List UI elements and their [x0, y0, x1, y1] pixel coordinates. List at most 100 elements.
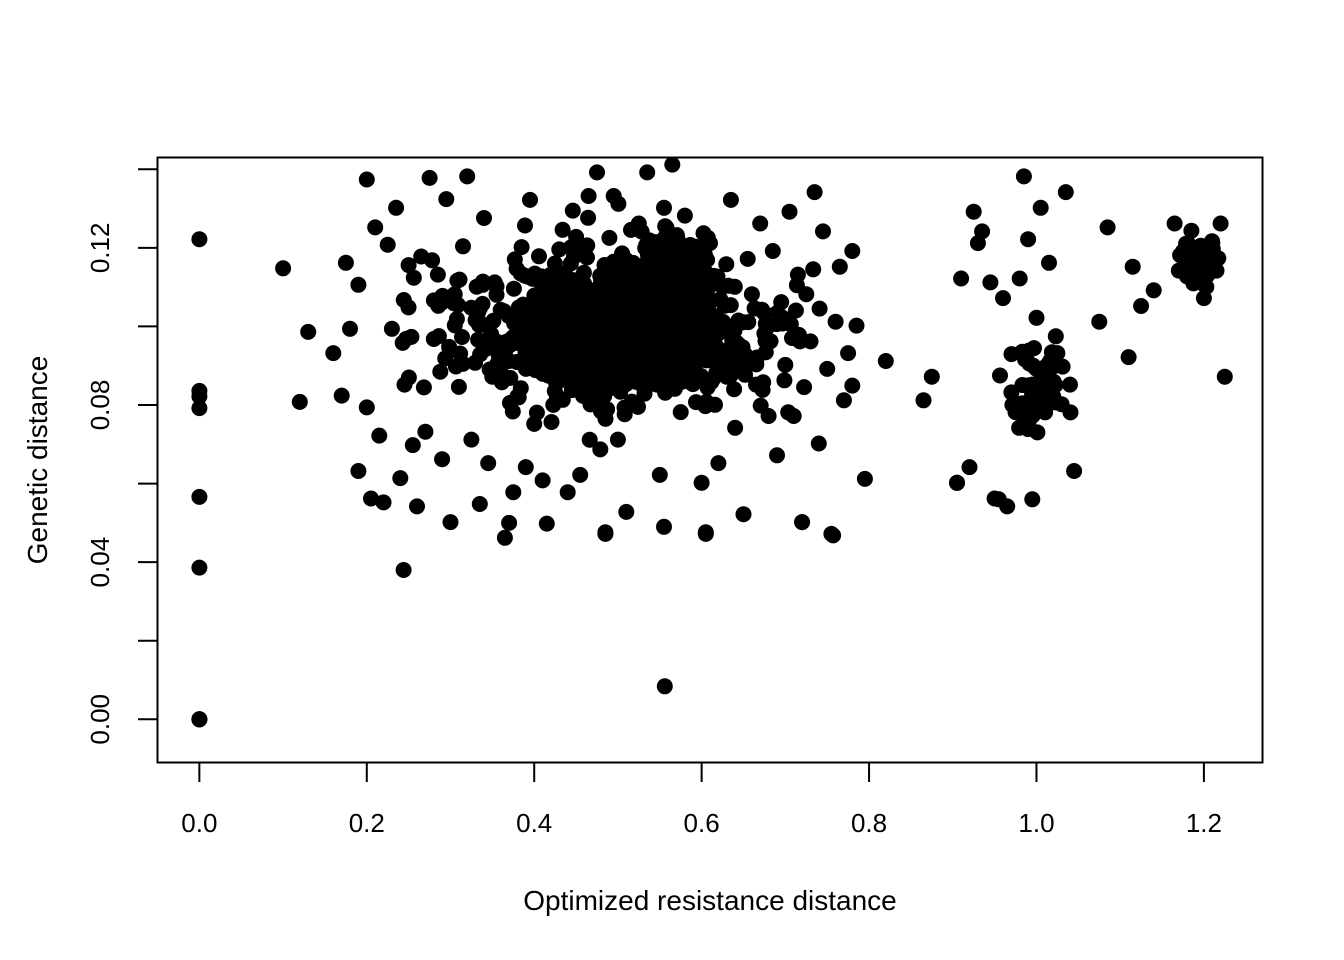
data-point — [730, 354, 747, 371]
data-point — [1196, 276, 1213, 293]
data-point — [648, 274, 665, 291]
data-point — [502, 394, 518, 411]
data-point — [517, 217, 533, 234]
data-point — [400, 299, 417, 316]
data-point — [191, 711, 208, 728]
data-point — [1033, 366, 1050, 383]
data-point — [640, 305, 657, 322]
data-point — [693, 474, 710, 491]
data-point — [1026, 340, 1042, 357]
data-point — [383, 320, 400, 337]
data-point — [581, 305, 598, 322]
data-point — [618, 503, 635, 520]
data-point — [191, 382, 208, 399]
data-point — [1004, 396, 1021, 413]
data-point — [835, 392, 852, 409]
y-tick-label: 0.04 — [85, 537, 115, 588]
data-point — [522, 296, 539, 313]
y-axis-title: Genetic distance — [22, 356, 53, 565]
data-point — [434, 451, 451, 468]
data-point — [569, 236, 586, 252]
data-point — [746, 300, 763, 317]
data-point — [686, 259, 703, 276]
data-point — [572, 323, 589, 340]
data-point — [512, 265, 529, 282]
data-point — [579, 249, 595, 266]
data-point — [476, 210, 492, 226]
data-point — [534, 472, 551, 489]
data-point — [1182, 238, 1199, 255]
data-point — [844, 377, 861, 394]
data-point — [1166, 215, 1183, 232]
data-point — [915, 392, 932, 409]
data-point — [1041, 353, 1058, 370]
data-point — [472, 346, 489, 363]
data-point — [441, 338, 458, 355]
data-point — [474, 295, 491, 312]
data-point — [363, 490, 379, 507]
data-point — [1145, 282, 1162, 299]
data-point — [630, 398, 646, 415]
data-point — [438, 191, 455, 208]
data-point — [712, 276, 729, 293]
data-point — [547, 353, 564, 370]
data-point — [694, 351, 711, 368]
data-point — [692, 307, 708, 324]
data-point — [454, 329, 470, 345]
data-point — [672, 404, 689, 421]
data-point — [474, 273, 491, 290]
data-point — [796, 379, 813, 396]
data-point — [1015, 168, 1032, 185]
data-point — [735, 506, 752, 523]
data-point — [639, 164, 656, 181]
data-point — [596, 328, 613, 345]
data-point — [726, 381, 743, 398]
data-point — [379, 236, 396, 253]
data-point — [350, 463, 367, 479]
data-point — [275, 260, 292, 277]
data-point — [615, 307, 632, 324]
data-point — [616, 369, 633, 386]
data-point — [788, 277, 805, 294]
data-point — [695, 225, 712, 242]
data-point — [640, 240, 657, 257]
data-point — [639, 289, 656, 306]
data-point — [1024, 491, 1041, 508]
data-point — [492, 301, 509, 318]
data-point — [707, 318, 724, 335]
data-point — [764, 243, 781, 259]
data-point — [596, 388, 613, 405]
data-point — [776, 372, 793, 389]
data-point — [974, 223, 991, 240]
data-point — [1183, 269, 1200, 286]
data-point — [333, 387, 350, 404]
data-point — [471, 496, 488, 512]
data-point — [995, 290, 1011, 307]
data-point — [358, 399, 375, 416]
data-point — [506, 251, 523, 268]
data-point — [429, 266, 446, 283]
data-point — [486, 334, 503, 351]
data-point — [805, 261, 822, 278]
data-point — [400, 257, 417, 274]
data-point — [840, 345, 857, 362]
data-point — [923, 368, 940, 385]
data-point — [597, 524, 614, 541]
data-point — [325, 345, 342, 362]
data-point — [565, 298, 582, 315]
data-point — [674, 274, 690, 291]
data-point — [716, 363, 733, 380]
y-tick-label: 0.08 — [85, 380, 115, 431]
x-tick-label: 0.6 — [684, 808, 720, 838]
data-point — [601, 229, 618, 246]
data-point — [755, 374, 772, 391]
data-point — [601, 370, 618, 387]
data-point — [794, 514, 811, 531]
data-point — [455, 238, 471, 255]
data-point — [1181, 257, 1198, 274]
data-point — [291, 393, 308, 410]
data-point — [743, 286, 760, 303]
data-point — [982, 274, 999, 291]
data-point — [576, 358, 593, 374]
